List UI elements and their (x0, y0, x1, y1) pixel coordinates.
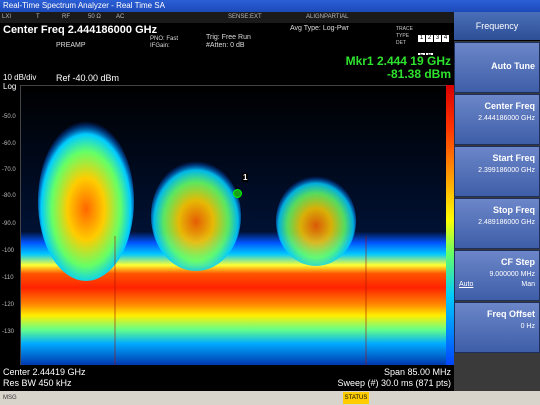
freq-offset-button[interactable]: Freq Offset 0 Hz (454, 302, 540, 353)
softkey-label: Auto Tune (491, 61, 535, 71)
cf-step-auto-option[interactable]: Auto (459, 281, 474, 288)
info-sense: SENSE:EXT (228, 14, 262, 20)
marker-readout: Mkr1 2.444 19 GHz -81.38 dBm (346, 55, 451, 81)
window-title: Real-Time Spectrum Analyzer - Real Time … (3, 1, 165, 10)
cf-step-button[interactable]: CF Step 9.000000 MHz Auto Man (454, 250, 540, 301)
trigger-info: Trig: Free Run #Atten: 0 dB (206, 34, 251, 50)
info-t: T (36, 14, 40, 20)
center-freq-title[interactable]: Center Freq 2.444186000 GHz (3, 24, 158, 36)
msg-label: MSG (3, 395, 17, 401)
softkey-label: Start Freq (492, 153, 535, 163)
info-align: ALIGNPARTIAL (306, 14, 349, 20)
type-label: TYPE (396, 33, 410, 39)
footer-sweep: Sweep (#) 30.0 ms (871 pts) (337, 378, 451, 388)
y-tick: -60.0 (2, 141, 16, 147)
marker-amplitude: -81.38 dBm (386, 67, 451, 81)
avg-type: Avg Type: Log-Pwr (290, 25, 349, 32)
y-tick: -80.0 (2, 193, 16, 199)
ifgain-label: IFGain: (150, 43, 170, 49)
stop-freq-button[interactable]: Stop Freq 2.489186000 GHz (454, 198, 540, 249)
scale-per-div: 10 dB/div (3, 73, 37, 82)
footer-span: Span 85.00 MHz (383, 367, 451, 377)
status-bar: MSG STATUS (0, 391, 540, 405)
marker-1-label: 1 (242, 173, 249, 182)
softkey-value: 2.444186000 GHz (478, 115, 535, 122)
info-rf: RF (62, 14, 70, 20)
footer-res-bw: Res BW 450 kHz (3, 378, 72, 388)
start-freq-button[interactable]: Start Freq 2.399186000 GHz (454, 146, 540, 197)
trace-box: 1 (418, 35, 425, 42)
info-coupling: AC (116, 14, 125, 20)
softkey-label: CF Step (500, 257, 535, 267)
reference-level: Ref -40.00 dBm (56, 73, 120, 83)
trace-box: 3 (434, 35, 441, 42)
pno-label: PNO: Fast IFGain: (150, 36, 178, 50)
y-tick: -120 (2, 302, 15, 308)
auto-tune-button[interactable]: Auto Tune (454, 42, 540, 93)
softkey-label: Stop Freq (493, 205, 535, 215)
trace-box: 2 (426, 35, 433, 42)
marker-frequency: Mkr1 2.444 19 GHz (345, 54, 451, 68)
y-tick: -130 (2, 329, 15, 335)
status-button[interactable]: STATUS (343, 392, 369, 404)
window-titlebar: Real-Time Spectrum Analyzer - Real Time … (0, 0, 540, 12)
trace-labels: TRACE TYPE DET (396, 26, 413, 47)
scale-type: Log (3, 82, 17, 91)
y-tick: -100 (2, 248, 15, 254)
softkey-value: 2.399186000 GHz (478, 167, 535, 174)
atten-value: #Atten: 0 dB (206, 42, 245, 49)
footer-center: Center 2.44419 GHz (3, 367, 86, 377)
center-freq-button[interactable]: Center Freq 2.444186000 GHz (454, 94, 540, 145)
marker-1-point[interactable] (233, 189, 242, 198)
trig-value: Trig: Free Run (206, 34, 251, 41)
y-tick: -90.0 (2, 221, 16, 227)
softkey-value: 0 Hz (520, 323, 535, 330)
softkey-value: 9.000000 MHz (489, 271, 535, 278)
y-tick: -110 (2, 275, 14, 281)
spectrum-density-image (21, 86, 447, 366)
softkey-value: 2.489186000 GHz (478, 219, 535, 226)
softkey-panel: Frequency Auto Tune Center Freq 2.444186… (454, 12, 540, 391)
trace-box: 4 (442, 35, 449, 42)
det-label: DET (396, 40, 406, 46)
preamp-label: PREAMP (56, 42, 86, 49)
info-impedance: 50 Ω (88, 14, 101, 20)
measurement-footer: Center 2.44419 GHz Res BW 450 kHz Span 8… (0, 365, 454, 391)
density-color-bar (446, 85, 454, 366)
info-lxi: LXI (2, 14, 12, 20)
spectrum-display[interactable]: 10 dB/div Log Ref -40.00 dBm Mkr1 2.444 … (0, 55, 454, 367)
density-spectrum-plot[interactable]: 1 (20, 85, 448, 367)
y-tick: -50.0 (2, 114, 16, 120)
softkey-label: Freq Offset (486, 309, 535, 319)
y-tick: -70.0 (2, 167, 16, 173)
cf-step-man-option[interactable]: Man (521, 281, 535, 288)
measurement-header: Center Freq 2.444186000 GHz PREAMP PNO: … (0, 23, 454, 132)
trace-label: TRACE (396, 26, 413, 32)
softkey-label: Center Freq (484, 101, 535, 111)
softkey-menu-title: Frequency (454, 12, 540, 41)
pno-value: PNO: Fast (150, 36, 179, 42)
